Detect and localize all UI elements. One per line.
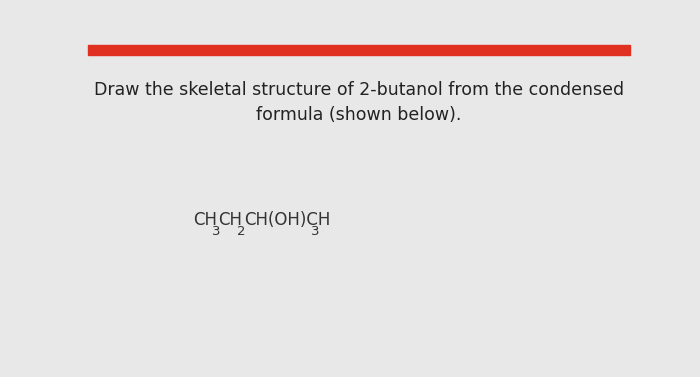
Bar: [88, 45, 630, 55]
Text: formula (shown below).: formula (shown below).: [256, 106, 461, 124]
Text: 3: 3: [212, 225, 220, 238]
Text: Draw the skeletal structure of 2-butanol from the condensed: Draw the skeletal structure of 2-butanol…: [94, 81, 624, 99]
Text: CH: CH: [218, 211, 242, 229]
Text: CH: CH: [193, 211, 217, 229]
Text: 2: 2: [237, 225, 246, 238]
Text: 3: 3: [311, 225, 319, 238]
Text: CH(OH)CH: CH(OH)CH: [244, 211, 330, 229]
